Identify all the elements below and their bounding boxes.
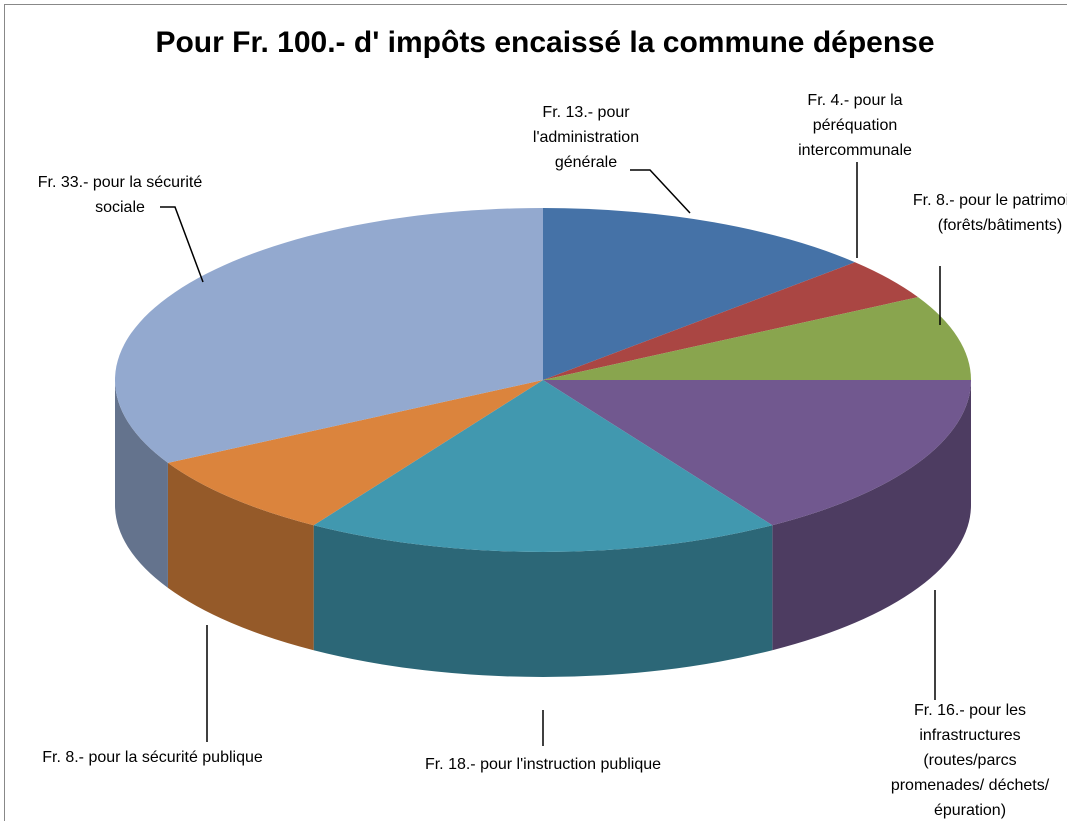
data-label: Fr. 8.- pour la sécurité publique [42,749,263,766]
data-label: Fr. 8.- pour le patrimoine (forêts/bâtim… [912,192,1067,234]
pie-slice [114,208,544,463]
leader-line [160,206,204,283]
pie-slice [313,380,773,553]
pie-slice [543,262,919,380]
pie-slice [167,380,543,526]
pie-side [167,462,314,651]
chart-frame [4,4,1067,821]
pie-slice [543,208,855,380]
pie-side [772,380,971,651]
pie-slice [543,380,971,526]
leader-line [630,169,691,214]
data-label: Fr. 13.- pour l'administration générale [532,104,640,171]
pie-slice [543,297,971,380]
data-label: Fr. 33.- pour la sécurité sociale [37,174,203,216]
data-label: Fr. 16.- pour les infrastructures (route… [890,702,1050,819]
data-label: Fr. 4.- pour la péréquation intercommuna… [798,92,912,159]
pie-side [115,380,168,588]
chart-title: Pour Fr. 100.- d' impôts encaissé la com… [155,26,935,59]
pie-side [313,525,773,678]
data-label: Fr. 18.- pour l'instruction publique [424,756,662,773]
